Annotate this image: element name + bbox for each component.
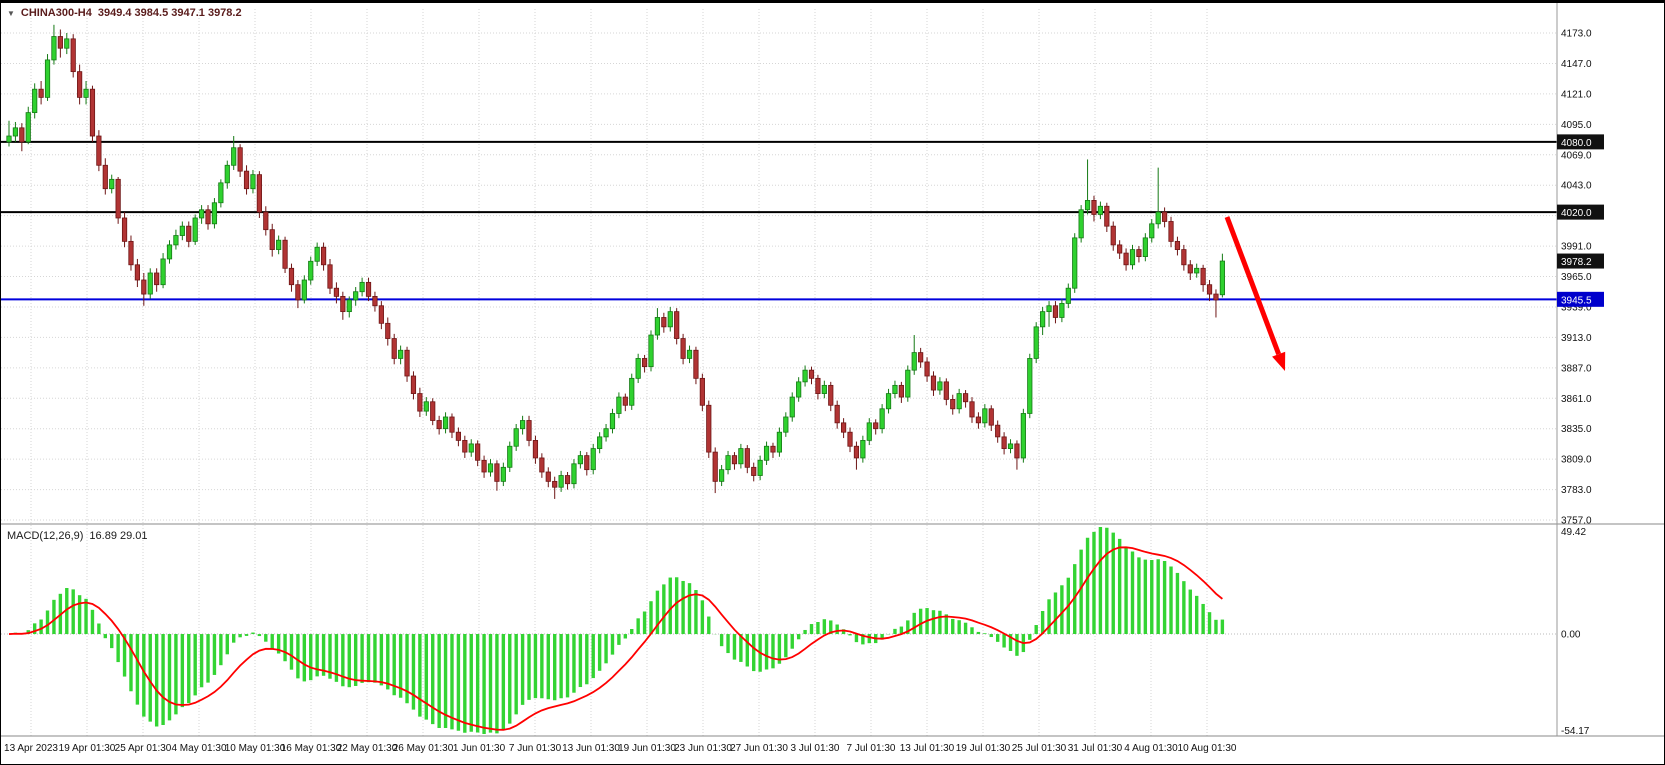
svg-text:3809.0: 3809.0: [1561, 455, 1592, 466]
svg-text:13 Jun 01:30: 13 Jun 01:30: [562, 743, 620, 754]
svg-text:3991.0: 3991.0: [1561, 242, 1592, 253]
svg-text:3965.0: 3965.0: [1561, 272, 1592, 283]
svg-text:3945.5: 3945.5: [1561, 295, 1592, 306]
svg-text:4 May 01:30: 4 May 01:30: [171, 743, 226, 754]
candlesticks: [6, 24, 1225, 499]
svg-text:23 Jun 01:30: 23 Jun 01:30: [674, 743, 732, 754]
symbol-title: CHINA300-H4: [20, 7, 92, 19]
svg-text:4121.0: 4121.0: [1561, 89, 1592, 100]
symbol-dropdown-icon[interactable]: ▼: [7, 8, 15, 18]
svg-text:4173.0: 4173.0: [1561, 29, 1592, 40]
svg-text:19 Jul 01:30: 19 Jul 01:30: [956, 743, 1011, 754]
price-axis: 4173.04147.04121.04095.04069.04043.04017…: [1557, 29, 1604, 527]
svg-text:7 Jun 01:30: 7 Jun 01:30: [509, 743, 562, 754]
svg-text:4147.0: 4147.0: [1561, 59, 1592, 70]
svg-text:3835.0: 3835.0: [1561, 424, 1592, 435]
price-badge: 4080.0: [1557, 134, 1604, 150]
macd-axis: 49.42 0.00 -54.17: [1561, 527, 1590, 737]
svg-text:49.42: 49.42: [1561, 527, 1586, 538]
indicator-name: MACD(12,26,9): [7, 530, 84, 542]
svg-text:27 Jun 01:30: 27 Jun 01:30: [730, 743, 788, 754]
svg-text:16 May 01:30: 16 May 01:30: [281, 743, 342, 754]
svg-text:1 Jun 01:30: 1 Jun 01:30: [453, 743, 506, 754]
svg-text:4069.0: 4069.0: [1561, 150, 1592, 161]
svg-text:4095.0: 4095.0: [1561, 120, 1592, 131]
svg-text:10 Aug 01:30: 10 Aug 01:30: [1178, 743, 1237, 754]
svg-text:3861.0: 3861.0: [1561, 394, 1592, 405]
time-axis: 13 Apr 2023 19 Apr 01:30 25 Apr 01:30 4 May…: [4, 743, 1237, 754]
svg-text:0.00: 0.00: [1561, 630, 1581, 641]
svg-text:-54.17: -54.17: [1561, 726, 1590, 737]
svg-text:25 Apr 01:30: 25 Apr 01:30: [115, 743, 172, 754]
gridlines: [1, 9, 1557, 736]
svg-text:3939.0: 3939.0: [1561, 302, 1592, 313]
price-chart[interactable]: 4173.04147.04121.04095.04069.04043.04017…: [1, 3, 1665, 765]
svg-text:3913.0: 3913.0: [1561, 333, 1592, 344]
macd-signal-line: [8, 546, 1223, 731]
svg-text:25 Jul 01:30: 25 Jul 01:30: [1012, 743, 1067, 754]
svg-text:3978.2: 3978.2: [1561, 257, 1592, 268]
svg-text:19 Apr 01:30: 19 Apr 01:30: [59, 743, 116, 754]
svg-text:10 May 01:30: 10 May 01:30: [225, 743, 286, 754]
svg-text:3783.0: 3783.0: [1561, 485, 1592, 496]
svg-text:31 Jul 01:30: 31 Jul 01:30: [1068, 743, 1123, 754]
symbol-ohlc-values: 3949.4 3984.5 3947.1 3978.2: [97, 7, 242, 19]
svg-text:3 Jul 01:30: 3 Jul 01:30: [791, 743, 840, 754]
svg-text:7 Jul 01:30: 7 Jul 01:30: [847, 743, 896, 754]
svg-text:26 May 01:30: 26 May 01:30: [393, 743, 454, 754]
indicator-values: 16.89 29.01: [89, 530, 148, 542]
svg-text:4080.0: 4080.0: [1561, 138, 1592, 149]
svg-text:13 Apr 2023: 13 Apr 2023: [4, 743, 58, 754]
svg-text:3757.0: 3757.0: [1561, 516, 1592, 527]
macd-histogram: [13, 527, 1225, 734]
price-badge: 3945.5: [1557, 291, 1604, 307]
svg-text:3887.0: 3887.0: [1561, 363, 1592, 374]
svg-text:4020.0: 4020.0: [1561, 208, 1592, 219]
symbol-bar: ▼ CHINA300-H4 3949.4 3984.5 3947.1 3978.…: [7, 7, 242, 19]
svg-text:4 Aug 01:30: 4 Aug 01:30: [1124, 743, 1178, 754]
price-badge: 4020.0: [1557, 204, 1604, 220]
price-badge: 3978.2: [1557, 253, 1604, 269]
trend-arrow[interactable]: [1224, 216, 1286, 371]
svg-text:22 May 01:30: 22 May 01:30: [337, 743, 398, 754]
svg-text:19 Jun 01:30: 19 Jun 01:30: [618, 743, 676, 754]
svg-text:13 Jul 01:30: 13 Jul 01:30: [900, 743, 955, 754]
indicator-label: MACD(12,26,9) 16.89 29.01: [7, 530, 148, 542]
svg-text:4043.0: 4043.0: [1561, 181, 1592, 192]
